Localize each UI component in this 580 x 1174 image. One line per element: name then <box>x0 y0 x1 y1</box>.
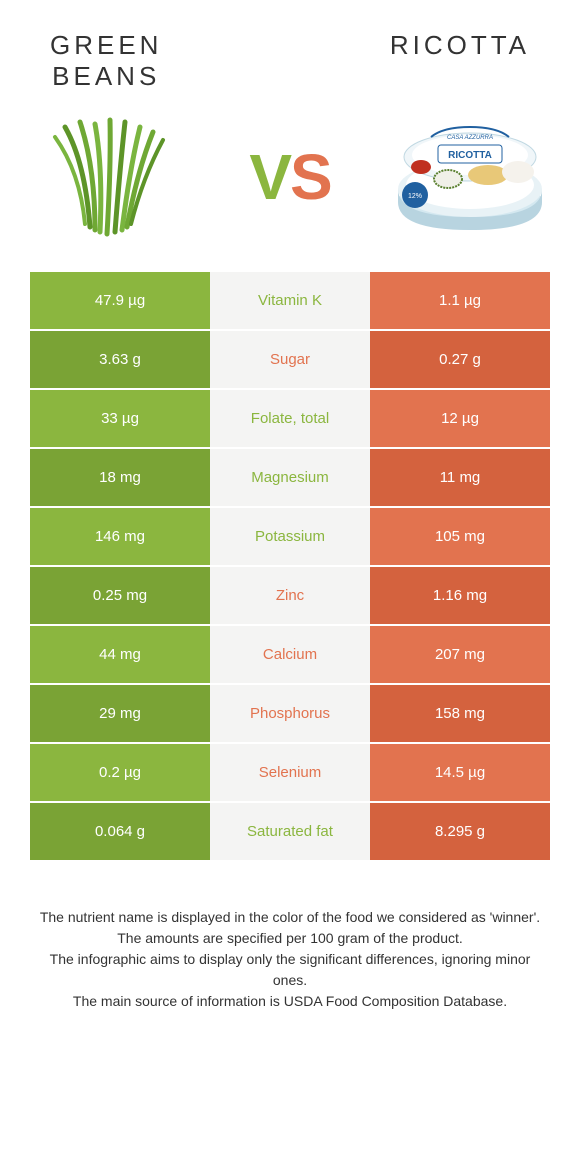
svg-text:RICOTTA: RICOTTA <box>448 150 492 161</box>
value-left: 0.064 g <box>30 803 210 860</box>
vs-v: V <box>249 141 290 213</box>
table-row: 47.9 µgVitamin K1.1 µg <box>30 272 550 331</box>
header: GREEN BEANS RICOTTA <box>0 0 580 92</box>
svg-text:CASA AZZURRA: CASA AZZURRA <box>447 135 493 141</box>
food-left-title: GREEN BEANS <box>50 30 162 92</box>
value-right: 1.16 mg <box>370 567 550 624</box>
nutrient-name: Vitamin K <box>210 272 370 329</box>
value-right: 207 mg <box>370 626 550 683</box>
value-left: 29 mg <box>30 685 210 742</box>
comparison-table: 47.9 µgVitamin K1.1 µg3.63 gSugar0.27 g3… <box>30 272 550 862</box>
table-row: 44 mgCalcium207 mg <box>30 626 550 685</box>
value-left: 146 mg <box>30 508 210 565</box>
ricotta-icon: RICOTTA CASA AZZURRA 12% <box>393 117 548 237</box>
table-row: 3.63 gSugar0.27 g <box>30 331 550 390</box>
nutrient-name: Magnesium <box>210 449 370 506</box>
footer-notes: The nutrient name is displayed in the co… <box>0 862 580 1012</box>
food-right-title: RICOTTA <box>390 30 530 61</box>
green-beans-image <box>30 107 190 247</box>
green-beans-icon <box>35 112 185 242</box>
value-left: 0.25 mg <box>30 567 210 624</box>
images-row: VS RICOTTA CASA AZZURRA 12% <box>0 92 580 272</box>
value-left: 0.2 µg <box>30 744 210 801</box>
value-left: 44 mg <box>30 626 210 683</box>
value-right: 8.295 g <box>370 803 550 860</box>
footer-line: The amounts are specified per 100 gram o… <box>35 928 545 949</box>
nutrient-name: Phosphorus <box>210 685 370 742</box>
svg-text:12%: 12% <box>407 193 421 200</box>
value-right: 0.27 g <box>370 331 550 388</box>
table-row: 33 µgFolate, total12 µg <box>30 390 550 449</box>
value-right: 14.5 µg <box>370 744 550 801</box>
value-left: 3.63 g <box>30 331 210 388</box>
nutrient-name: Calcium <box>210 626 370 683</box>
value-right: 11 mg <box>370 449 550 506</box>
value-left: 18 mg <box>30 449 210 506</box>
value-right: 158 mg <box>370 685 550 742</box>
nutrient-name: Selenium <box>210 744 370 801</box>
table-row: 0.064 gSaturated fat8.295 g <box>30 803 550 862</box>
table-row: 29 mgPhosphorus158 mg <box>30 685 550 744</box>
value-right: 105 mg <box>370 508 550 565</box>
table-row: 18 mgMagnesium11 mg <box>30 449 550 508</box>
table-row: 0.2 µgSelenium14.5 µg <box>30 744 550 803</box>
vs-s: S <box>290 141 331 213</box>
vs-label: VS <box>249 140 330 214</box>
footer-line: The infographic aims to display only the… <box>35 949 545 991</box>
nutrient-name: Saturated fat <box>210 803 370 860</box>
nutrient-name: Sugar <box>210 331 370 388</box>
nutrient-name: Zinc <box>210 567 370 624</box>
footer-line: The main source of information is USDA F… <box>35 991 545 1012</box>
value-right: 12 µg <box>370 390 550 447</box>
table-row: 146 mgPotassium105 mg <box>30 508 550 567</box>
nutrient-name: Potassium <box>210 508 370 565</box>
nutrient-name: Folate, total <box>210 390 370 447</box>
table-row: 0.25 mgZinc1.16 mg <box>30 567 550 626</box>
value-right: 1.1 µg <box>370 272 550 329</box>
ricotta-image: RICOTTA CASA AZZURRA 12% <box>390 107 550 247</box>
footer-line: The nutrient name is displayed in the co… <box>35 907 545 928</box>
value-left: 47.9 µg <box>30 272 210 329</box>
value-left: 33 µg <box>30 390 210 447</box>
